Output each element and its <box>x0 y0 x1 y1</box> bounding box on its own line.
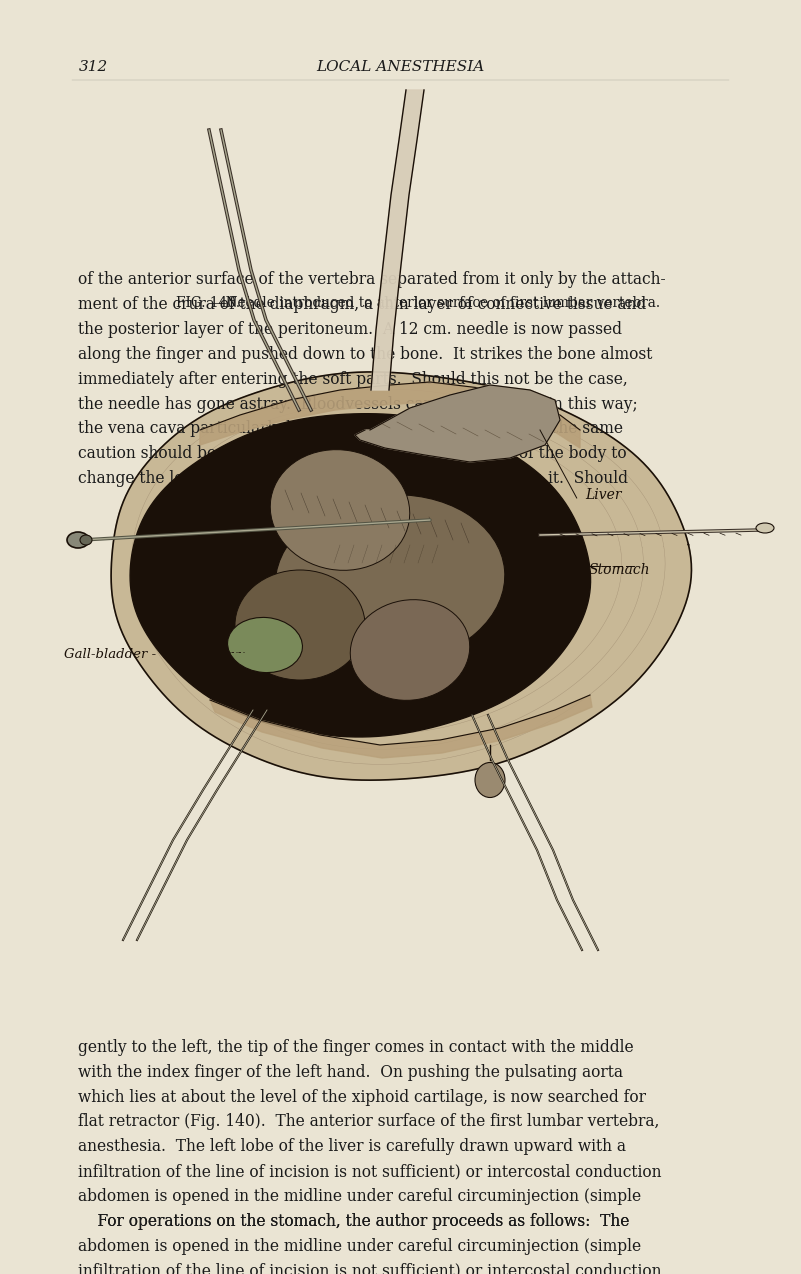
Text: immediately after entering the soft parts.  Should this not be the case,: immediately after entering the soft part… <box>78 371 628 387</box>
Text: along the finger and pushed down to the bone.  It strikes the bone almost: along the finger and pushed down to the … <box>78 345 653 363</box>
Text: flat retractor (Fig. 140).  The anterior surface of the first lumbar vertebra,: flat retractor (Fig. 140). The anterior … <box>78 1113 660 1130</box>
Polygon shape <box>111 372 691 780</box>
Text: —Needle introduced to anterior surface of first lumbar vertebra.: —Needle introduced to anterior surface o… <box>212 296 660 310</box>
Ellipse shape <box>67 533 89 548</box>
Ellipse shape <box>270 450 410 571</box>
Polygon shape <box>371 90 424 390</box>
Text: abdomen is opened in the midline under careful circuminjection (simple: abdomen is opened in the midline under c… <box>78 1187 642 1205</box>
Text: infiltration of the line of incision is not sufficient) or intercostal conductio: infiltration of the line of incision is … <box>78 1263 662 1274</box>
Text: the vena cava particularly lies farther to the right, however; the same: the vena cava particularly lies farther … <box>78 420 623 437</box>
Ellipse shape <box>756 524 774 533</box>
Polygon shape <box>130 414 590 736</box>
Text: LOCAL ANESTHESIA: LOCAL ANESTHESIA <box>316 60 485 74</box>
Text: ment of the crura of the diaphragm, a thin layer of connective tissue and: ment of the crura of the diaphragm, a th… <box>78 296 646 313</box>
Ellipse shape <box>350 600 469 701</box>
Text: anesthesia.  The left lobe of the liver is carefully drawn upward with a: anesthesia. The left lobe of the liver i… <box>78 1139 626 1156</box>
Text: For operations on the stomach, the author proceeds as follows:  The: For operations on the stomach, the autho… <box>78 1213 630 1229</box>
Text: 312: 312 <box>78 60 108 74</box>
Text: Stomach: Stomach <box>589 563 650 577</box>
Polygon shape <box>355 385 560 462</box>
Text: change the location of the needle should blood escape from it.  Should: change the location of the needle should… <box>78 470 629 487</box>
Text: infiltration of the line of incision is not sufficient) or intercostal conductio: infiltration of the line of incision is … <box>78 1163 662 1180</box>
Ellipse shape <box>80 535 92 545</box>
Text: which lies at about the level of the xiphoid cartilage, is now searched for: which lies at about the level of the xip… <box>78 1088 646 1106</box>
Text: For operations on the stomach, the author proceeds as follows:  The: For operations on the stomach, the autho… <box>78 1213 630 1229</box>
Ellipse shape <box>475 763 505 798</box>
Text: Gall-bladder -: Gall-bladder - <box>64 648 156 661</box>
Text: with the index finger of the left hand.  On pushing the pulsating aorta: with the index finger of the left hand. … <box>78 1064 623 1080</box>
Ellipse shape <box>276 494 505 665</box>
Text: FIG. 140.: FIG. 140. <box>176 296 240 310</box>
Ellipse shape <box>227 618 303 673</box>
Ellipse shape <box>235 569 365 680</box>
Polygon shape <box>210 696 592 758</box>
Text: abdomen is opened in the midline under careful circuminjection (simple: abdomen is opened in the midline under c… <box>78 1238 642 1255</box>
Text: the posterior layer of the peritoneum.  A 12 cm. needle is now passed: the posterior layer of the peritoneum. A… <box>78 321 622 338</box>
Text: Liver: Liver <box>585 488 622 502</box>
Polygon shape <box>200 382 580 448</box>
Text: caution should be observed here as in all other portions of the body to: caution should be observed here as in al… <box>78 445 627 462</box>
Text: gently to the left, the tip of the finger comes in contact with the middle: gently to the left, the tip of the finge… <box>78 1038 634 1056</box>
Text: of the anterior surface of the vertebra separated from it only by the attach-: of the anterior surface of the vertebra … <box>78 271 666 288</box>
Text: the needle has gone astray.  Bloodvessels cannot be injured in this way;: the needle has gone astray. Bloodvessels… <box>78 395 638 413</box>
